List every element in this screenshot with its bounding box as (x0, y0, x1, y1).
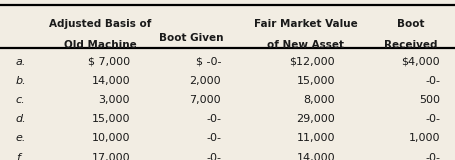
Text: d.: d. (16, 114, 26, 124)
Text: 1,000: 1,000 (408, 133, 439, 143)
Text: c.: c. (16, 95, 25, 105)
Text: $ 7,000: $ 7,000 (88, 57, 130, 67)
Text: -0-: -0- (424, 114, 439, 124)
Text: -0-: -0- (424, 76, 439, 86)
Text: f.: f. (16, 153, 23, 160)
Text: -0-: -0- (206, 153, 221, 160)
Text: 7,000: 7,000 (189, 95, 221, 105)
Text: Received: Received (383, 40, 436, 50)
Text: 14,000: 14,000 (91, 76, 130, 86)
Text: b.: b. (16, 76, 26, 86)
Text: -0-: -0- (424, 153, 439, 160)
Text: 2,000: 2,000 (189, 76, 221, 86)
Text: 3,000: 3,000 (98, 95, 130, 105)
Text: $ -0-: $ -0- (195, 57, 221, 67)
Text: 29,000: 29,000 (296, 114, 334, 124)
Text: of New Asset: of New Asset (267, 40, 343, 50)
Text: 14,000: 14,000 (296, 153, 334, 160)
Text: 11,000: 11,000 (296, 133, 334, 143)
Text: -0-: -0- (206, 114, 221, 124)
Text: Old Machine: Old Machine (64, 40, 136, 50)
Text: Adjusted Basis of: Adjusted Basis of (49, 19, 151, 29)
Text: 15,000: 15,000 (91, 114, 130, 124)
Text: Boot Given: Boot Given (159, 33, 223, 43)
Text: 10,000: 10,000 (91, 133, 130, 143)
Text: 8,000: 8,000 (303, 95, 334, 105)
Text: -0-: -0- (206, 133, 221, 143)
Text: e.: e. (16, 133, 26, 143)
Text: $4,000: $4,000 (400, 57, 439, 67)
Text: 15,000: 15,000 (296, 76, 334, 86)
Text: 17,000: 17,000 (91, 153, 130, 160)
Text: a.: a. (16, 57, 26, 67)
Text: Boot: Boot (396, 19, 423, 29)
Text: 500: 500 (418, 95, 439, 105)
Text: $12,000: $12,000 (289, 57, 334, 67)
Text: Fair Market Value: Fair Market Value (253, 19, 357, 29)
